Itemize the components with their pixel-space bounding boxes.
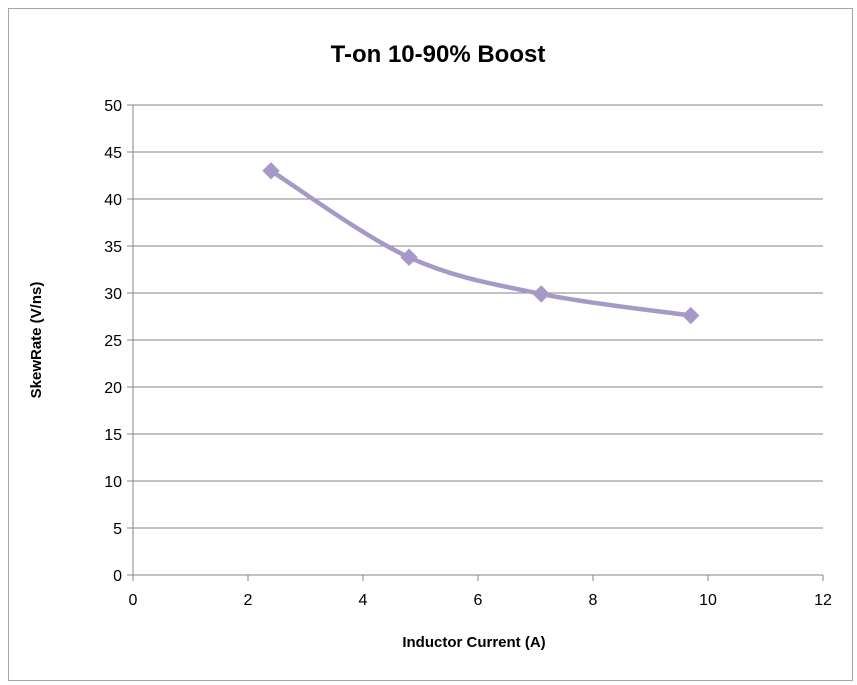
y-tick-label: 30 — [104, 286, 122, 303]
series-layer — [262, 162, 700, 325]
y-tick-label: 5 — [113, 521, 122, 538]
data-point-marker-2 — [532, 285, 550, 303]
y-tick-label: 40 — [104, 192, 122, 209]
x-tick-label: 10 — [699, 592, 717, 609]
x-tick-label: 6 — [474, 592, 483, 609]
y-tick-label: 50 — [104, 98, 122, 115]
data-point-marker-1 — [400, 248, 418, 266]
x-axis-title: Inductor Current (A) — [402, 634, 545, 651]
data-point-marker-0 — [262, 162, 280, 180]
x-tick-label: 12 — [814, 592, 832, 609]
y-tick-label: 35 — [104, 239, 122, 256]
y-tick-label: 10 — [104, 474, 122, 491]
series-line-0 — [268, 168, 693, 318]
tick-labels: 0 5 10 15 20 25 30 35 40 45 50 0 2 4 6 8 10 12 — [104, 98, 832, 609]
data-point-marker-3 — [682, 306, 700, 325]
x-tick-label: 8 — [589, 592, 598, 609]
gridlines — [133, 104, 823, 529]
y-tick-label: 25 — [104, 333, 122, 350]
y-axis-title: SkewRate (V/ns) — [28, 282, 45, 399]
axes — [127, 104, 824, 581]
y-tick-label: 20 — [104, 380, 122, 397]
x-tick-label: 2 — [244, 592, 253, 609]
x-tick-label: 0 — [129, 592, 138, 609]
y-tick-label: 45 — [104, 145, 122, 162]
y-tick-label: 0 — [113, 568, 122, 585]
chart-frame — [8, 8, 853, 681]
chart-title: T-on 10-90% Boost — [331, 41, 546, 68]
y-tick-label: 15 — [104, 427, 122, 444]
x-tick-label: 4 — [359, 592, 368, 609]
